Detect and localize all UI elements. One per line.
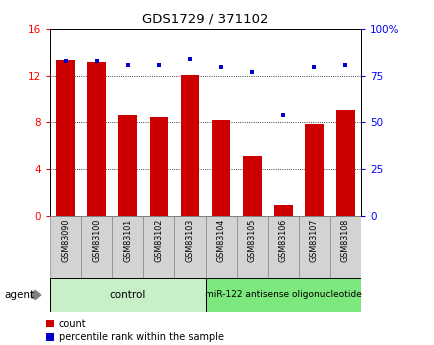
Point [155, 62, 162, 68]
Bar [112, 216, 143, 278]
Bar [50, 278, 205, 312]
Bar [174, 216, 205, 278]
Text: GSM83101: GSM83101 [123, 219, 132, 262]
Text: GSM83100: GSM83100 [92, 219, 101, 262]
Text: control: control [109, 290, 146, 300]
Point [93, 58, 100, 64]
Bar [242, 156, 261, 216]
Bar [329, 216, 360, 278]
Text: GSM83108: GSM83108 [340, 219, 349, 262]
Point [341, 62, 348, 68]
Point [124, 62, 131, 68]
Bar [87, 62, 106, 216]
Bar [304, 124, 323, 216]
Bar [236, 216, 267, 278]
Bar [180, 75, 199, 216]
Text: GSM83103: GSM83103 [185, 219, 194, 262]
Text: GDS1729 / 371102: GDS1729 / 371102 [142, 12, 268, 25]
Text: miR-122 antisense oligonucleotide: miR-122 antisense oligonucleotide [204, 290, 361, 299]
Point [248, 69, 255, 75]
Bar [205, 278, 360, 312]
Bar [335, 110, 354, 216]
Text: GSM83107: GSM83107 [309, 219, 318, 262]
Point [279, 112, 286, 118]
Bar [267, 216, 298, 278]
Bar [118, 116, 137, 216]
Text: agent: agent [4, 290, 34, 300]
Bar [205, 216, 236, 278]
Point [62, 58, 69, 64]
Bar [298, 216, 329, 278]
Point [217, 64, 224, 69]
Bar [211, 120, 230, 216]
Bar [50, 216, 81, 278]
Text: GSM83090: GSM83090 [61, 219, 70, 262]
Text: GSM83104: GSM83104 [216, 219, 225, 262]
Text: GSM83102: GSM83102 [154, 219, 163, 262]
Bar [56, 60, 75, 216]
Point [310, 64, 317, 69]
Point [186, 56, 193, 62]
Bar [273, 205, 292, 216]
Bar [149, 117, 168, 216]
Text: GSM83106: GSM83106 [278, 219, 287, 262]
Bar [143, 216, 174, 278]
Text: GSM83105: GSM83105 [247, 219, 256, 262]
Bar [81, 216, 112, 278]
Legend: count, percentile rank within the sample: count, percentile rank within the sample [46, 319, 224, 342]
